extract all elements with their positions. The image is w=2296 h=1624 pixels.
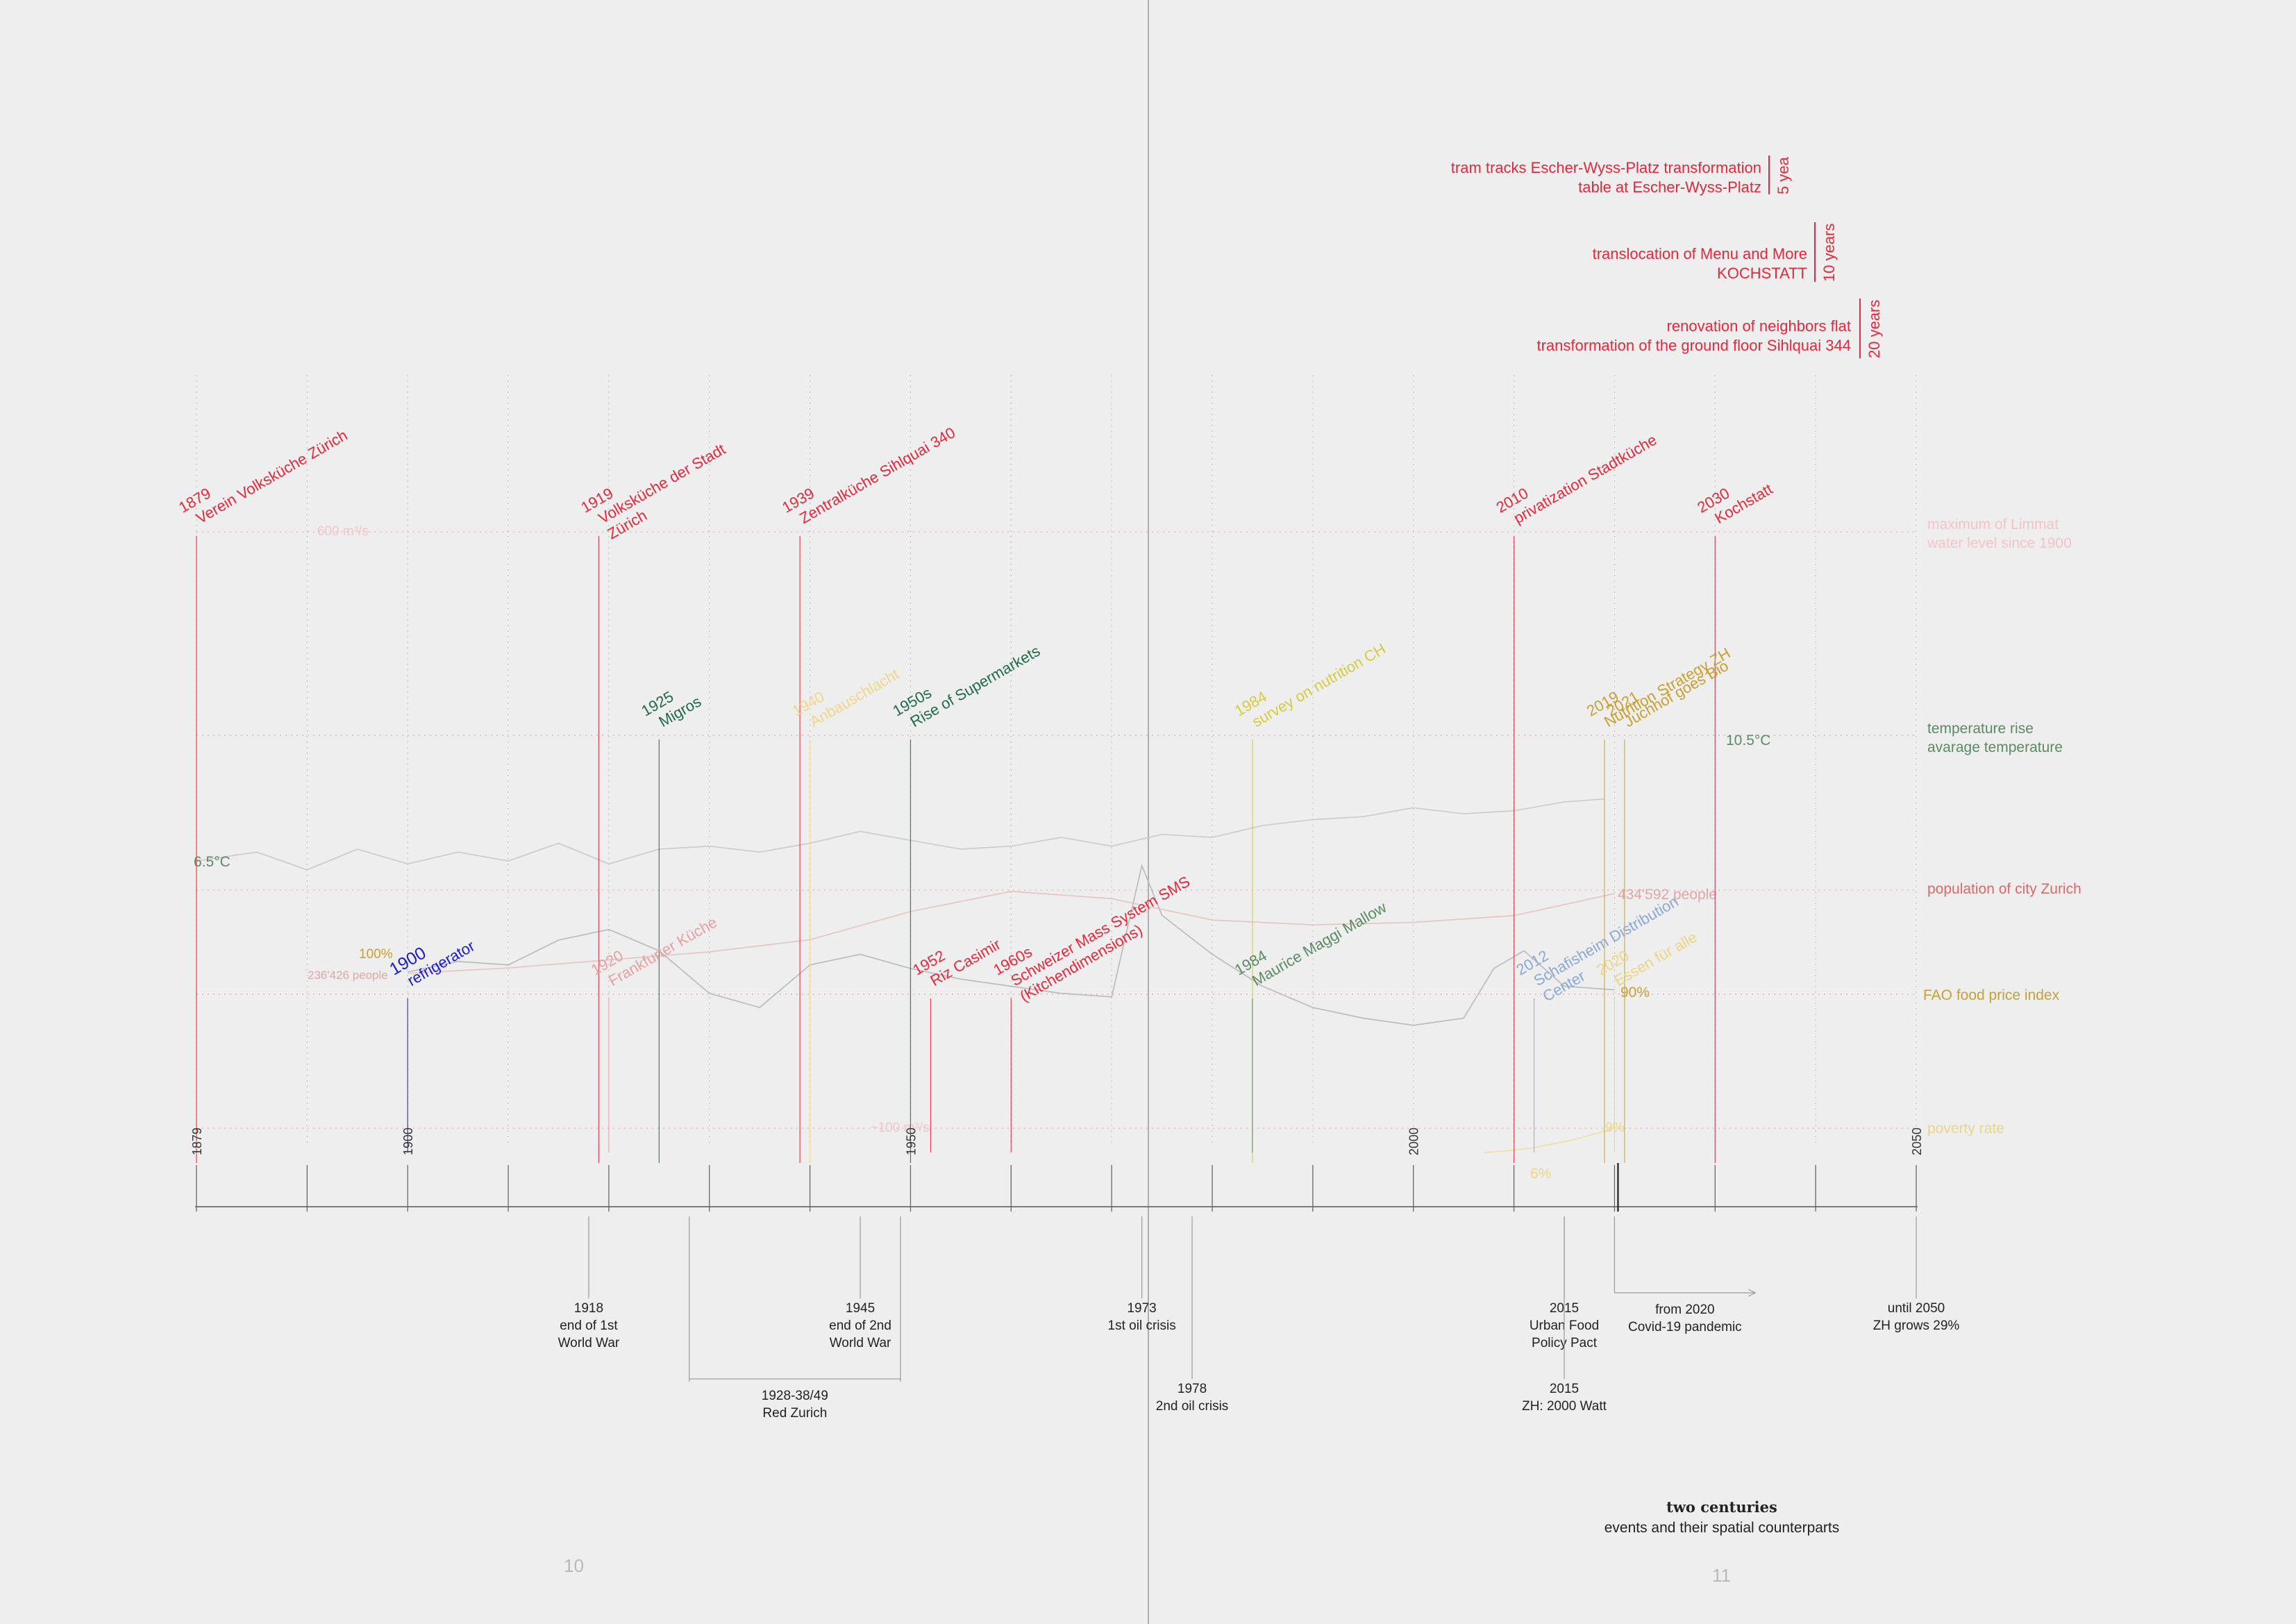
bottom-range-text: Red Zurich — [762, 1406, 827, 1421]
event-text: Nutrition Strategy ZH — [1601, 644, 1733, 730]
bottom-event-text: World War — [558, 1336, 620, 1350]
series-start-label-poverty: 6% — [1530, 1166, 1551, 1182]
event-text: Zentralküche Sihlquai 340 — [796, 424, 958, 527]
bottom-event-text: 2015 — [1550, 1382, 1579, 1396]
duration-label-5-years: 5 yea — [1775, 157, 1792, 194]
row-label-poverty: poverty rate — [1927, 1121, 2004, 1137]
caption: two centuries events and their spatial c… — [1527, 1498, 1916, 1537]
x-tick-label: 1900 — [401, 1128, 415, 1155]
page-number-right: 11 — [1712, 1565, 1731, 1586]
x-tick-label: 1879 — [190, 1128, 204, 1155]
row-label-water-level: water level since 1900 — [1927, 535, 2072, 551]
bottom-event-text: end of 1st — [560, 1319, 618, 1333]
bottom-event-text: 1945 — [846, 1301, 875, 1316]
bottom-event-text: until 2050 — [1888, 1301, 1945, 1316]
bottom-range-text: from 2020 — [1655, 1303, 1715, 1317]
page-number-left: 10 — [564, 1555, 584, 1576]
x-tick-label: 2050 — [1910, 1128, 1924, 1155]
bottom-event-text: 1973 — [1127, 1301, 1156, 1316]
x-tick-label: 1950 — [904, 1128, 918, 1155]
faint-measure-label: ~100 m³/s — [871, 1121, 930, 1135]
bottom-event-text: 1st oil crisis — [1108, 1319, 1176, 1333]
bottom-event-text: ZH: 2000 Watt — [1522, 1399, 1607, 1414]
series-start-label-temperature: 6.5°C — [194, 854, 231, 870]
duration-line: renovation of neighbors flat — [1666, 317, 1851, 335]
event-text: Frankfurter Küche — [605, 913, 720, 989]
bottom-event-text: ZH grows 29% — [1873, 1319, 1960, 1333]
x-tick-label: 2000 — [1407, 1128, 1421, 1155]
series-line-population — [408, 891, 1615, 974]
bottom-event-text: 2nd oil crisis — [1156, 1399, 1229, 1414]
bottom-event-text: end of 2nd — [829, 1319, 891, 1333]
duration-line: translocation of Menu and More — [1592, 245, 1807, 262]
caption-title: two centuries — [1666, 1498, 1777, 1516]
duration-label-20-years: 20 years — [1866, 299, 1883, 358]
event-text: Volksküche der Stadt — [596, 440, 728, 527]
duration-block-20-years: renovation of neighbors flat transformat… — [1536, 317, 1851, 355]
event-text: survey on nutrition CH — [1249, 640, 1389, 730]
event-text: Verein Volksküche Zürich — [193, 426, 350, 527]
series-line-fao — [408, 864, 1615, 1026]
duration-line: transformation of the ground floor Sihlq… — [1536, 337, 1851, 354]
duration-bracket-5 — [1768, 156, 1770, 194]
series-line-poverty — [1484, 1128, 1615, 1153]
duration-bracket-20 — [1859, 299, 1861, 358]
bottom-event-text: 1918 — [574, 1301, 603, 1316]
row-label-population: population of city Zurich — [1927, 881, 2081, 897]
row-label-temperature: temperature rise — [1927, 721, 2034, 737]
series-start-label-population: 236'426 people — [308, 969, 388, 982]
event-text: Maurice Maggi Mallow — [1249, 898, 1389, 989]
series-end-label-population: 434'592 people — [1618, 887, 1717, 903]
duration-line: KOCHSTATT — [1717, 265, 1807, 282]
series-end-label-fao: 90% — [1620, 985, 1650, 1001]
event-text: privatization Stadtküche — [1511, 431, 1660, 527]
duration-block-5-years: tram tracks Escher-Wyss-Platz transforma… — [1451, 158, 1761, 197]
bottom-range-text: Covid-19 pandemic — [1628, 1320, 1742, 1334]
row-label-fao: FAO food price index — [1923, 987, 2060, 1003]
bottom-event-text: 1978 — [1178, 1382, 1207, 1396]
faint-measure-label: 600 m³/s — [317, 524, 369, 539]
bottom-event-text: World War — [830, 1336, 891, 1350]
duration-label-10-years: 10 years — [1820, 223, 1838, 282]
series-end-label-temperature: 10.5°C — [1726, 733, 1770, 748]
caption-subtitle: events and their spatial counterparts — [1604, 1520, 1840, 1536]
bottom-range-text: 1928-38/49 — [762, 1389, 828, 1403]
series-start-label-fao: 100% — [359, 947, 393, 962]
duration-bracket-10 — [1814, 222, 1816, 282]
duration-block-10-years: translocation of Menu and More KOCHSTATT — [1593, 244, 1807, 283]
event-text: Rise of Supermarkets — [907, 642, 1044, 730]
duration-line: table at Escher-Wyss-Platz — [1578, 178, 1761, 196]
duration-line: tram tracks Escher-Wyss-Platz transforma… — [1450, 159, 1761, 176]
row-label-water-level: maximum of Limmat — [1927, 517, 2059, 533]
row-label-temperature: avarage temperature — [1927, 739, 2063, 755]
